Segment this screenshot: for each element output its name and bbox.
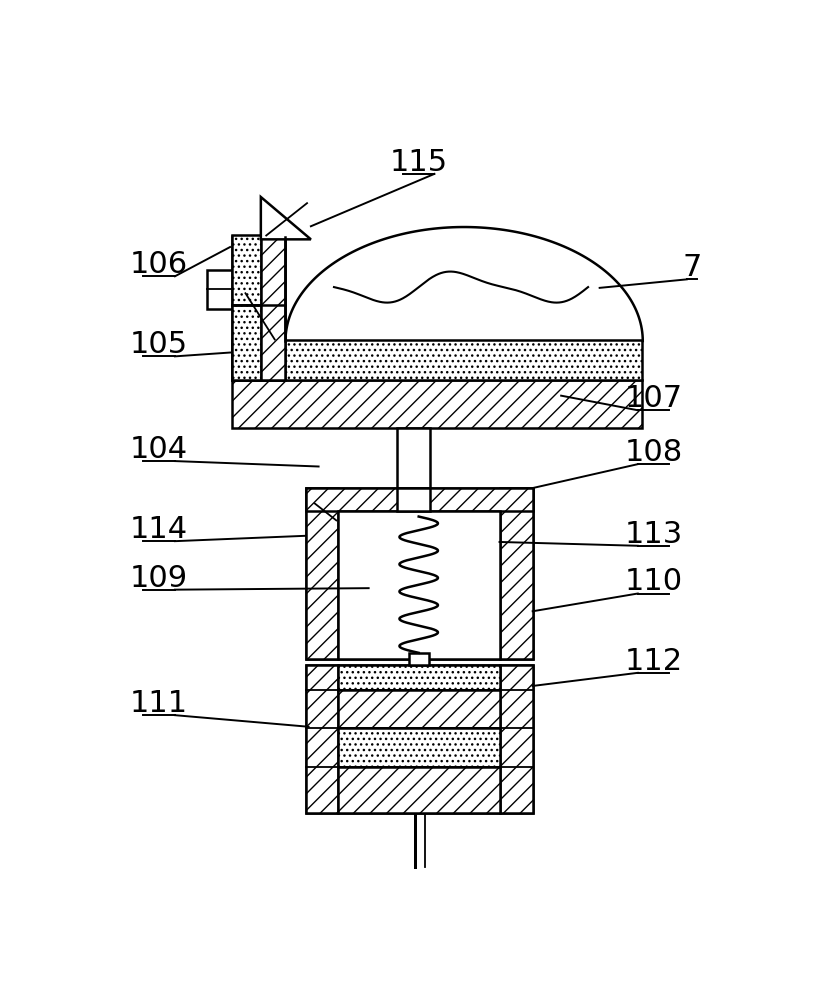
Text: 109: 109 (130, 564, 189, 593)
Bar (338, 665, 500, 690)
Bar (231, 305, 261, 380)
Bar (231, 340, 642, 380)
Bar (338, 511, 500, 659)
Bar (207, 270, 231, 309)
Bar (231, 235, 286, 380)
Text: 112: 112 (624, 647, 683, 676)
Text: 113: 113 (624, 520, 683, 549)
Bar (338, 767, 500, 813)
Bar (409, 653, 429, 665)
Bar (306, 488, 533, 659)
Text: 115: 115 (390, 148, 447, 177)
Text: 108: 108 (624, 438, 683, 467)
Bar (261, 235, 286, 380)
Bar (397, 488, 430, 511)
Text: 104: 104 (130, 435, 189, 464)
Bar (231, 235, 261, 305)
Text: 7: 7 (682, 253, 701, 282)
Bar (338, 728, 500, 767)
Bar (306, 665, 338, 813)
Text: 107: 107 (624, 384, 683, 413)
Bar (397, 428, 430, 488)
Text: 110: 110 (624, 568, 683, 596)
Bar (306, 488, 338, 659)
Bar (306, 665, 533, 813)
Bar (231, 380, 642, 428)
Bar (306, 488, 533, 511)
Text: 114: 114 (130, 515, 189, 544)
Text: 111: 111 (130, 689, 189, 718)
Polygon shape (261, 197, 311, 239)
Bar (500, 665, 533, 813)
Text: 106: 106 (130, 250, 189, 279)
Bar (338, 690, 500, 728)
Text: 105: 105 (130, 330, 189, 359)
Bar (500, 488, 533, 659)
